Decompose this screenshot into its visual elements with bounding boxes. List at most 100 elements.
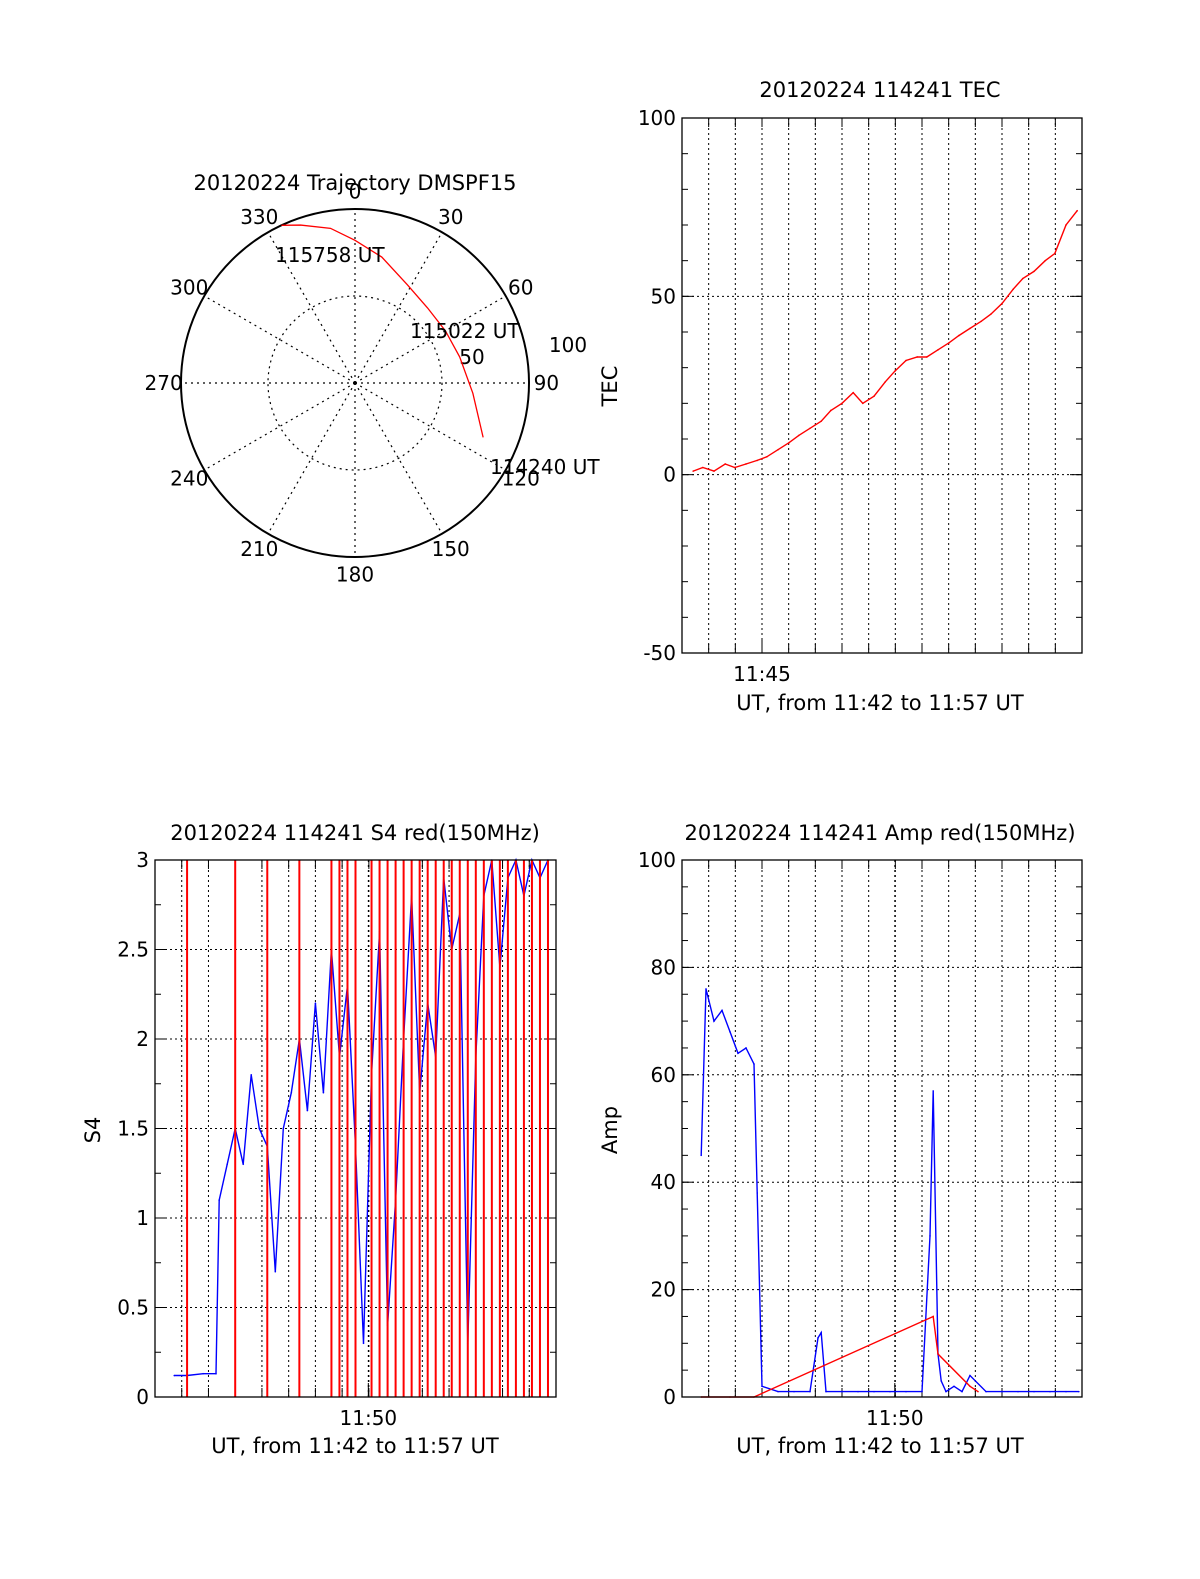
amp-series-blue-point <box>700 1154 702 1157</box>
polar-trajectory-chart: 20120224 Trajectory DMSPF15 0 30 60 90 120 15… <box>145 171 601 586</box>
amp-series-blue-point <box>745 1047 747 1049</box>
tec-series-red-point <box>713 470 715 472</box>
tec-series-red-point <box>702 466 704 469</box>
amp-series-blue-point <box>1033 1390 1035 1393</box>
s4-ytick-label: 2 <box>136 1027 149 1051</box>
s4-ytick-label: 2.5 <box>117 938 149 962</box>
amp-series-blue-point <box>961 1390 963 1393</box>
amp-series-blue-point <box>753 1063 755 1065</box>
polar-spoke-150 <box>354 382 443 534</box>
tec-series-red-point <box>1022 277 1024 280</box>
s4-series-blue-point <box>218 1199 220 1201</box>
s4-chart-title: 20120224 114241 S4 red(150MHz) <box>170 821 540 845</box>
amp-series-blue-point <box>756 1192 758 1194</box>
amp-y-axis-label: Amp <box>598 1106 622 1154</box>
tec-series-red-point <box>1054 252 1056 255</box>
tec-series-red-point <box>841 402 843 405</box>
polar-angle-label-180: 180 <box>336 562 374 586</box>
amp-series-blue-point <box>889 1390 891 1393</box>
amp-series-blue-point <box>945 1390 947 1393</box>
tec-series-red-point <box>894 370 896 373</box>
amp-series-blue-point <box>809 1390 811 1393</box>
tec-series-red-point <box>990 313 992 315</box>
amp-xtick-label: 11:50 <box>866 1406 924 1430</box>
s4-series-blue-line <box>174 857 549 1377</box>
s4-ytick-label: 0 <box>136 1385 149 1409</box>
polar-spoke-60 <box>354 295 506 384</box>
tec-series-red-point <box>1001 302 1003 305</box>
s4-series-blue-point <box>322 1091 325 1094</box>
tec-series-red-point <box>1076 209 1078 212</box>
amp-series-red-point <box>969 1385 971 1388</box>
amp-chart-title: 20120224 114241 Amp red(150MHz) <box>684 821 1075 845</box>
polar-angle-label-300: 300 <box>170 275 208 299</box>
amp-series-blue-point <box>705 988 707 990</box>
amp-series-blue-point <box>1001 1390 1003 1393</box>
tec-series-red-point <box>980 320 982 323</box>
amp-series-blue-point <box>820 1331 822 1334</box>
amp-plot-frame <box>681 859 1083 1398</box>
amp-series-red-point <box>932 1315 934 1318</box>
s4-series-blue-point <box>362 1342 365 1345</box>
tec-series-red-point <box>777 448 779 451</box>
amp-series-blue-point <box>817 1337 819 1339</box>
tec-series-red-line <box>692 210 1078 472</box>
polar-angle-label-240: 240 <box>170 467 208 491</box>
tec-chart-title: 20120224 114241 TEC <box>759 78 1000 102</box>
tec-plot-frame <box>681 117 1083 654</box>
polar-angle-label-330: 330 <box>240 205 278 229</box>
amp-ytick-label: 100 <box>638 848 676 872</box>
amp-series-blue-point <box>729 1031 731 1033</box>
tec-series-red-point <box>873 395 875 398</box>
polar-spoke-120 <box>354 382 506 471</box>
polar-chart-title: 20120224 Trajectory DMSPF15 <box>193 171 516 195</box>
amp-x-axis-label: UT, from 11:42 to 11:57 UT <box>736 1434 1024 1458</box>
tec-series-red-point <box>830 409 832 412</box>
s4-series-blue-point <box>314 1002 317 1004</box>
polar-angle-label-120: 120 <box>502 467 540 491</box>
s4-series-blue-point <box>274 1270 277 1273</box>
tec-series-red-point <box>798 434 800 437</box>
tec-series-red-point <box>905 359 907 362</box>
s4-series-blue-point <box>282 1127 285 1130</box>
polar-angle-label-30: 30 <box>438 205 463 229</box>
amp-series-blue-point <box>777 1390 779 1393</box>
tec-ytick-label: 0 <box>663 463 676 487</box>
polar-angle-label-0: 0 <box>349 180 362 204</box>
amp-series-blue-point <box>737 1052 739 1055</box>
tec-series-red-point <box>734 466 736 469</box>
tec-series-red-point <box>958 334 960 337</box>
amp-series-blue-point <box>713 1020 715 1022</box>
amp-series-blue-point <box>857 1390 859 1393</box>
amp-series-blue-point <box>985 1390 987 1393</box>
tec-series-red-point <box>916 356 918 358</box>
amp-ytick-label: 0 <box>663 1385 676 1409</box>
tec-series-red-point <box>724 463 726 465</box>
tec-x-axis-label: UT, from 11:42 to 11:57 UT <box>736 691 1024 715</box>
amp-series-blue-point <box>1049 1390 1051 1393</box>
tec-series-red-point <box>766 456 768 458</box>
polar-trajectory-line <box>281 224 484 438</box>
polar-annotation-2: 114240 UT <box>490 455 600 479</box>
tec-series-red-point <box>1012 288 1014 291</box>
polar-angle-label-210: 210 <box>240 537 278 561</box>
polar-spoke-330 <box>267 232 356 384</box>
tec-ytick-label: 50 <box>651 284 676 308</box>
s4-series-blue-point <box>173 1374 176 1377</box>
tec-chart: 20120224 114241 TEC UT, from 11:42 to 11… <box>598 78 1083 715</box>
amp-series-blue-point <box>940 1380 942 1382</box>
tec-series-red-point <box>937 349 939 351</box>
amp-series-blue-point <box>793 1390 795 1393</box>
amp-series-blue-line <box>700 988 1079 1393</box>
polar-angle-label-270: 270 <box>145 371 183 395</box>
s4-series-blue-point <box>290 1091 293 1094</box>
tec-series-red-point <box>862 402 864 405</box>
amp-series-blue-point <box>761 1385 763 1388</box>
tec-series-red-point <box>1033 270 1035 273</box>
amp-series-blue-point <box>969 1374 971 1377</box>
tec-series-red-point <box>1065 224 1067 226</box>
tec-series-red-point <box>692 470 694 472</box>
s4-series-blue-point <box>258 1127 261 1130</box>
